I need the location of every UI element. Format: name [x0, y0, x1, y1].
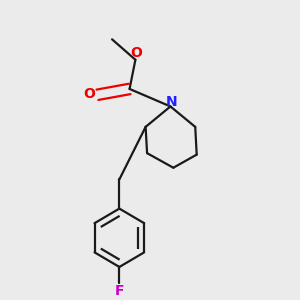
- Text: N: N: [166, 95, 178, 109]
- Text: O: O: [83, 87, 95, 101]
- Text: F: F: [115, 284, 124, 298]
- Text: O: O: [130, 46, 142, 60]
